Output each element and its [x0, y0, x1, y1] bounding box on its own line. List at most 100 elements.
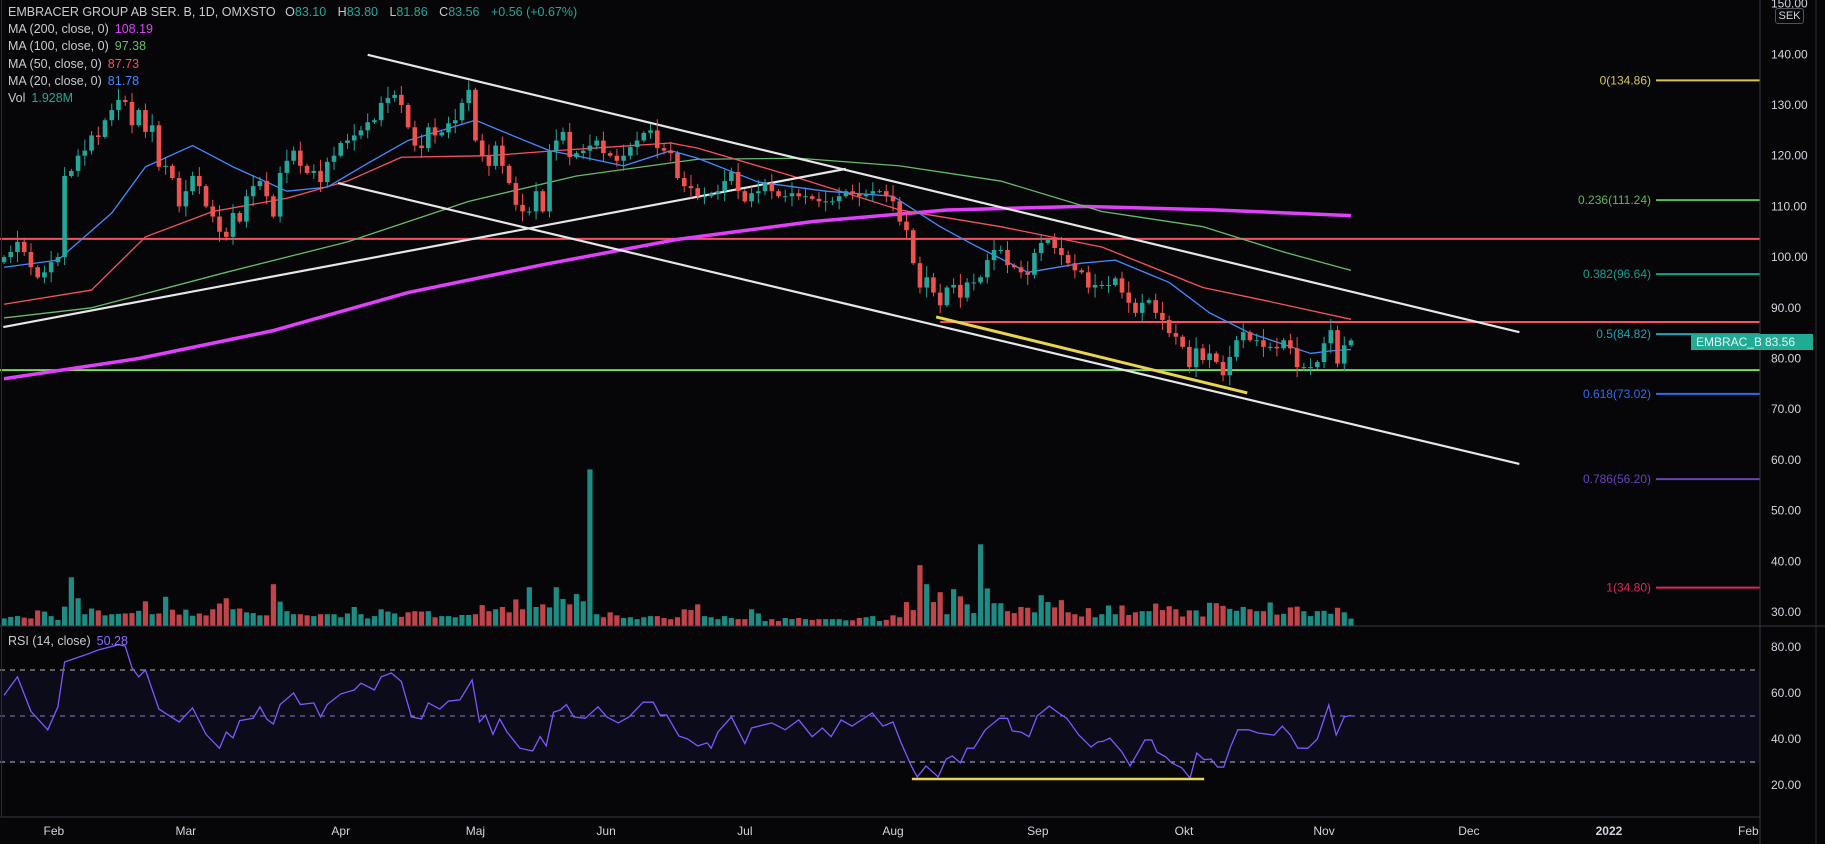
volume-bar	[580, 601, 586, 626]
candle-body	[850, 191, 855, 194]
volume-bar	[1018, 607, 1024, 626]
fib-level-label: 0.786(56.20)	[1583, 472, 1651, 486]
currency-button[interactable]: SEK	[1775, 8, 1804, 24]
candle-body	[951, 284, 956, 288]
volume-legend[interactable]: Vol 1.928M	[8, 90, 585, 107]
candle-body	[1267, 346, 1273, 348]
candle-body	[1146, 300, 1152, 303]
volume-bar	[203, 615, 209, 626]
candle-body	[803, 196, 808, 198]
candle-body	[1227, 356, 1233, 376]
low-value: 81.86	[396, 5, 428, 19]
candle-body	[883, 191, 889, 197]
volume-bar	[661, 618, 667, 626]
price-axis[interactable]: 150.00 140.00 130.00 120.00 110.00 100.00 90.0…	[1771, 0, 1808, 619]
candle-body	[601, 140, 606, 154]
time-axis[interactable]: Feb Mar Apr Maj Jun Jul Aug Sep Okt Nov Dec 2022 Feb	[43, 824, 1759, 838]
candle-body	[560, 131, 566, 141]
volume-bar	[1126, 614, 1132, 626]
volume-bar	[1173, 609, 1179, 626]
volume-bar	[75, 598, 81, 626]
candle-body	[985, 260, 990, 278]
volume-bar	[546, 607, 553, 626]
volume-bar	[277, 601, 283, 626]
volume-bar	[708, 617, 714, 626]
volume-bar	[1274, 614, 1280, 626]
volume-bar	[418, 611, 425, 626]
ma200-legend[interactable]: MA (200, close, 0) 108.19	[8, 21, 585, 38]
volume-bar	[169, 609, 175, 626]
volume-bar	[674, 617, 681, 626]
candle-body	[756, 191, 761, 194]
volume-bar	[533, 607, 539, 626]
volume-bar	[829, 619, 836, 626]
rsi-axis[interactable]: 80.00 60.00 40.00 20.00	[1771, 640, 1801, 792]
volume-bar	[567, 604, 573, 626]
volume-bar	[432, 617, 438, 626]
low-key: L	[389, 5, 397, 19]
trendline-channel-upper	[367, 53, 1520, 334]
candle-body	[527, 211, 532, 213]
volume-bar	[789, 619, 795, 626]
volume-bar	[735, 619, 741, 626]
volume-bars	[1, 469, 1354, 626]
candle-body	[1200, 348, 1206, 361]
candle-body	[493, 145, 498, 166]
candle-body	[8, 252, 14, 258]
ma50-legend[interactable]: MA (50, close, 0) 87.73	[8, 56, 585, 73]
candle-body	[1294, 348, 1300, 368]
candle-body	[122, 99, 128, 102]
candle-body	[217, 216, 222, 232]
volume-bar	[782, 618, 788, 626]
volume-bar	[695, 604, 701, 626]
candle-body	[1328, 330, 1334, 344]
ma20-legend[interactable]: MA (20, close, 0) 81.78	[8, 73, 585, 90]
symbol-legend-row[interactable]: EMBRACER GROUP AB SER. B, 1D, OMXSTO O83…	[8, 4, 585, 21]
candle-body	[782, 196, 788, 198]
candle-body	[392, 94, 397, 98]
volume-bar	[1072, 614, 1078, 626]
candle-body	[702, 196, 707, 198]
volume-bar	[439, 616, 445, 626]
candle-body	[1112, 278, 1118, 285]
rsi-legend[interactable]: RSI (14, close) 50.28	[8, 634, 128, 648]
price-tick-label: 90.00	[1771, 301, 1801, 315]
ma100-legend[interactable]: MA (100, close, 0) 97.38	[8, 38, 585, 55]
candle-body	[95, 135, 101, 137]
volume-bar	[701, 616, 708, 626]
volume-bar	[957, 596, 963, 626]
candle-body	[830, 201, 835, 203]
volume-bar	[8, 616, 14, 626]
ma50-label: MA (50, close, 0)	[8, 56, 102, 71]
volume-bar	[62, 606, 68, 626]
volume-bar	[14, 616, 21, 626]
volume-bar	[863, 617, 869, 626]
candle-body	[1166, 319, 1172, 334]
volume-bar	[850, 620, 856, 626]
volume-bar	[129, 613, 135, 626]
volume-bar	[1348, 618, 1354, 626]
candle-body	[1348, 340, 1354, 346]
candle-body	[466, 89, 472, 103]
rsi-polyline	[3, 644, 1352, 780]
candle-body	[210, 206, 216, 217]
volume-bar	[163, 596, 169, 626]
trendline-yellow-support	[935, 315, 1248, 395]
fib-level-label: 0.618(73.02)	[1583, 387, 1651, 401]
ma-line-ma50	[3, 142, 1352, 320]
volume-bar	[1193, 610, 1199, 626]
candle-body	[75, 155, 81, 171]
volume-bar	[1058, 600, 1064, 626]
candle-body	[500, 145, 505, 166]
candle-body	[668, 150, 674, 154]
volume-bar	[1079, 616, 1085, 626]
volume-bar	[479, 605, 485, 626]
volume-bar	[223, 598, 229, 626]
candle-body	[385, 97, 391, 103]
candle-body	[998, 250, 1004, 252]
candle-body	[143, 110, 148, 132]
fib-level-label: 0.236(111.24)	[1578, 193, 1651, 207]
volume-bar	[890, 615, 896, 626]
candle-body	[857, 193, 862, 197]
